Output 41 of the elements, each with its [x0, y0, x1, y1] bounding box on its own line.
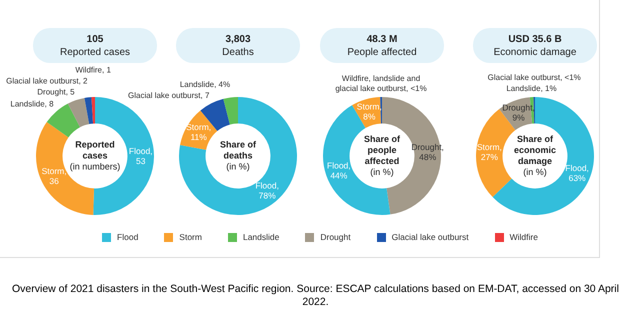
text: 36 — [49, 176, 59, 186]
category-label: Flood, — [128, 146, 153, 156]
text: (in numbers) — [70, 161, 120, 172]
slice-label: Landslide, 1% — [506, 84, 557, 94]
slice-label: Storm, 11% — [186, 122, 212, 142]
text: (in %) — [370, 166, 394, 177]
legend-label: Drought — [320, 232, 351, 242]
legend-label: Landslide — [242, 232, 280, 242]
slice-label: Glacial lake outburst, 7 — [128, 90, 210, 100]
text: Share of economic damage — [514, 134, 556, 166]
category-label: Drought, 5 — [37, 87, 75, 96]
text: (in %) — [226, 161, 250, 172]
legend-label: Wildfire — [510, 232, 538, 242]
chart-subtitle: Deaths — [221, 46, 255, 58]
text: 53 — [136, 156, 146, 166]
category-label: Wildfire, 1 — [75, 65, 111, 74]
chart-title: USD 35.6 B — [507, 32, 563, 46]
chart-subtitle: People affected — [346, 46, 418, 58]
text: Share of people affected — [364, 134, 402, 166]
chart-title: 48.3 M — [366, 32, 398, 46]
category-label: Landslide, 8 — [10, 100, 54, 109]
chart-subtitle: Economic damage — [492, 46, 578, 58]
chart-title: 105 — [86, 32, 104, 46]
slice-label: Flood, 44% — [327, 160, 351, 180]
slice-label: Landslide, 4% — [180, 80, 230, 89]
legend-label: Glacial lake outburst — [392, 232, 469, 242]
category-label: Storm, — [42, 166, 67, 176]
slice-label: Flood, 78% — [255, 180, 279, 201]
chart-title: 3,803 — [224, 32, 252, 46]
text: Share of deaths — [220, 139, 258, 160]
text: Reported cases — [75, 139, 115, 160]
legend-label: Flood — [117, 232, 138, 242]
chart-subtitle: Reported cases — [58, 46, 132, 58]
slice-label: Storm, 27% — [476, 142, 502, 162]
text: (in %) — [523, 166, 547, 177]
category-label: Glacial lake outburst, 2 — [6, 76, 88, 86]
legend-label: Storm — [179, 232, 202, 242]
text: Overview of 2021 disasters in the South-West Pacific region. Source: ESCAP calculations based on EM-DAT, accessed on 30 April 2022. — [11, 283, 620, 309]
slice-label: Glacial lake outburst, <1% — [488, 73, 581, 82]
slice-label: Flood, 63% — [565, 163, 589, 184]
slice-label: Wildfire, landslide and glacial lake outburst, <1% — [335, 74, 427, 94]
